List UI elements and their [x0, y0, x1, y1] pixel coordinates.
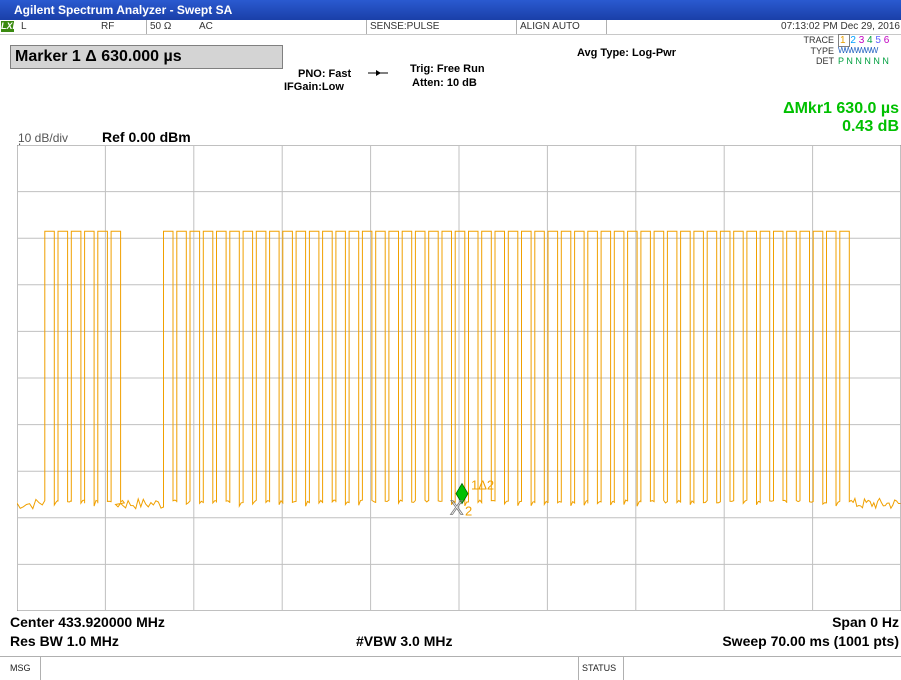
- resolution-bandwidth[interactable]: Res BW 1.0 MHz: [10, 633, 119, 649]
- video-bandwidth[interactable]: #VBW 3.0 MHz: [356, 633, 453, 649]
- center-frequency[interactable]: Center 433.920000 MHz: [10, 614, 165, 630]
- sweep-time[interactable]: Sweep 70.00 ms (1001 pts): [722, 633, 899, 649]
- status-content: [623, 657, 897, 680]
- window-title: Agilent Spectrum Analyzer - Swept SA: [14, 3, 233, 17]
- det-label: DET: [816, 56, 834, 66]
- trace-number-5: 5: [875, 35, 884, 46]
- type-label: TYPE: [810, 46, 834, 56]
- scale-per-div: 10 dB/div: [18, 131, 69, 145]
- marker-layer: X 1Δ2 2: [450, 478, 495, 520]
- rf-indicator: RF: [101, 21, 115, 32]
- det-value: P N N N N N: [838, 56, 889, 66]
- avg-type-setting: Avg Type: Log-Pwr: [577, 47, 676, 59]
- trace-1: [17, 230, 901, 510]
- datetime: 07:13:02 PM Dec 29, 2016: [606, 20, 901, 34]
- marker-2-label: 2: [465, 504, 472, 519]
- status-row: LXI L RF 50 Ω AC SENSE:PULSE ALIGN AUTO …: [0, 20, 901, 35]
- input-indicator: L: [21, 21, 27, 32]
- marker-1-label: 1Δ2: [471, 478, 494, 493]
- pno-setting: PNO: Fast: [298, 68, 352, 80]
- span[interactable]: Span 0 Hz: [832, 614, 899, 630]
- window-title-bar: Agilent Spectrum Analyzer - Swept SA: [0, 0, 901, 20]
- plot-grid: [17, 145, 901, 611]
- lxi-badge: LXI: [1, 21, 16, 32]
- trigger-arrow-icon: [368, 70, 388, 76]
- trigger-setting: Trig: Free Run: [410, 63, 485, 75]
- trace-number-4: 4: [867, 35, 876, 46]
- delta-marker-time: ΔMkr1 630.0 µs: [783, 100, 899, 117]
- trace-number-1: 1: [838, 34, 851, 47]
- type-value: WWWWWW: [838, 46, 878, 55]
- sense-indicator: SENSE:PULSE: [366, 20, 520, 34]
- marker-2-reference-icon[interactable]: X: [450, 497, 464, 520]
- trace-number-3: 3: [858, 35, 868, 46]
- coupling-indicator: AC: [199, 21, 213, 32]
- msg-area: MSG: [10, 663, 31, 673]
- align-indicator: ALIGN AUTO: [516, 20, 610, 34]
- trace-number-6: 6: [883, 35, 890, 46]
- bottom-status-bar: MSG STATUS: [0, 656, 901, 680]
- reference-level: Ref 0.00 dBm: [102, 129, 191, 145]
- ifgain-setting: IFGain:Low: [284, 81, 344, 93]
- impedance-indicator: 50 Ω: [146, 20, 178, 34]
- atten-setting: Atten: 10 dB: [412, 77, 477, 89]
- msg-content: [40, 657, 579, 680]
- marker-1-diamond[interactable]: [455, 482, 469, 505]
- active-marker-field[interactable]: Marker 1 Δ 630.000 µs: [10, 45, 283, 69]
- trace-label: TRACE: [803, 35, 834, 45]
- active-marker-text: Marker 1 Δ 630.000 µs: [15, 48, 182, 65]
- delta-marker-amplitude: 0.43 dB: [842, 118, 899, 135]
- trace-numbers: 1 2 3 4 5 6: [838, 34, 890, 47]
- trace-number-2: 2: [850, 35, 859, 46]
- spectrum-plot[interactable]: X 1Δ2 2: [17, 145, 901, 611]
- status-label: STATUS: [578, 657, 622, 680]
